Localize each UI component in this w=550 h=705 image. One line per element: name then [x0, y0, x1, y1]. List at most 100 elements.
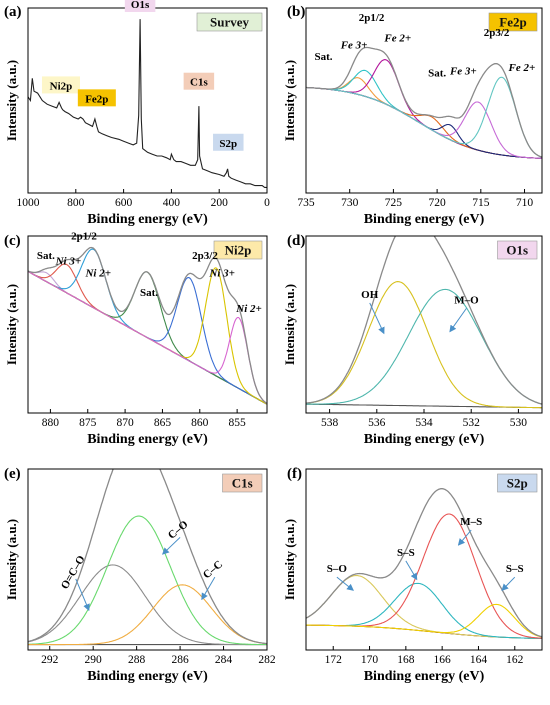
- panel-f: (f) 172 170 168 166 164 162 Binding energy (eV)…: [282, 466, 543, 684]
- x-tick-label: 860: [191, 417, 209, 429]
- x-tick-label: 710: [516, 197, 534, 209]
- x-tick-label: 800: [67, 197, 85, 209]
- x-tick-label: 1000: [17, 197, 40, 209]
- annotation-label: OH: [361, 289, 379, 301]
- x-tick-label: 870: [116, 417, 134, 429]
- badge-label: Fe2p: [499, 15, 526, 30]
- panel-b: (b) 735 730 725 720 715 710 Binding energy (eV)…: [282, 4, 543, 227]
- panel-letter: (b): [287, 4, 305, 20]
- peak-label-box: [183, 72, 215, 90]
- plot-area: [28, 246, 267, 405]
- badge-box: [488, 12, 538, 32]
- annotation-label: Ni 2+: [84, 268, 111, 280]
- x-tick-label: 536: [368, 417, 386, 429]
- x-tick-label: 286: [171, 654, 189, 666]
- annotation-label: Sat.: [428, 67, 446, 79]
- panel-a: (a) 1000 800 600 400 200 0 Binding energy (eV) I…: [4, 0, 270, 227]
- envelope-line: [306, 236, 542, 405]
- badge-box: [213, 240, 263, 260]
- annotation-label: M–S: [460, 516, 482, 528]
- plot-area: [306, 236, 542, 409]
- x-tick-label: 168: [397, 654, 415, 666]
- fit-peak-5: [306, 86, 542, 159]
- annotation-arrow: [369, 302, 385, 335]
- plot-area: [306, 46, 542, 159]
- plot-frame: [305, 235, 543, 414]
- x-tick-label: 0: [264, 197, 270, 209]
- annotation-label: 2p3/2: [192, 250, 218, 262]
- x-tick-label: 164: [470, 654, 488, 666]
- x-tick-label: 170: [361, 654, 379, 666]
- badge-label: Survey: [210, 15, 250, 30]
- fit-peak-6: [306, 86, 542, 159]
- x-tick-label: 715: [472, 197, 490, 209]
- y-axis-label: Intensity (a.u.): [282, 519, 297, 600]
- x-axis-label: Binding energy (eV): [364, 432, 485, 447]
- badge-box: [497, 240, 538, 260]
- badge-box: [196, 12, 263, 32]
- annotation-arrow: [457, 529, 472, 546]
- badge-label: Ni2p: [225, 243, 252, 258]
- fit-peak-3: [306, 513, 542, 639]
- annotation-label: S–S: [506, 563, 524, 575]
- annotation-label: Fe 3+: [340, 40, 368, 52]
- x-tick-label: 735: [297, 197, 315, 209]
- x-tick-label: 288: [128, 654, 146, 666]
- badge-label: O1s: [506, 243, 528, 258]
- x-axis-label: Binding energy (eV): [87, 432, 208, 447]
- badge-box: [222, 473, 263, 493]
- background-line: [306, 86, 542, 159]
- annotation-label: Fe 2+: [383, 32, 411, 44]
- fit-peak-2: [306, 582, 542, 640]
- y-axis-label: Intensity (a.u.): [282, 284, 297, 365]
- annotation-label: Ni 3+: [208, 268, 235, 280]
- y-axis-label: Intensity (a.u.): [4, 60, 19, 141]
- x-tick-label: 875: [79, 417, 97, 429]
- x-tick-label: 534: [415, 417, 433, 429]
- annotation-arrow: [336, 576, 354, 591]
- background-line: [306, 624, 542, 640]
- x-tick-label: 166: [434, 654, 452, 666]
- x-tick-label: 530: [510, 417, 528, 429]
- peak-label-box: [213, 133, 244, 151]
- annotation-label: Sat.: [314, 51, 332, 63]
- annotation-label: 2p1/2: [71, 231, 97, 243]
- plot-area: [306, 488, 542, 640]
- annotation-arrow: [501, 576, 516, 591]
- annotation-label: Ni 2+: [235, 303, 262, 315]
- plot-frame: [305, 7, 543, 194]
- y-axis-label: Intensity (a.u.): [4, 284, 19, 365]
- fit-peak-7: [306, 76, 542, 158]
- annotation-label: O=C–O: [59, 553, 88, 591]
- annotation-label: Ni2p: [50, 80, 73, 92]
- annotation-arrow: [405, 560, 418, 581]
- x-tick-label: 200: [211, 197, 229, 209]
- annotation-label: C1s: [190, 77, 208, 89]
- annotation-arrow: [449, 307, 467, 333]
- peak-label-box: [41, 76, 80, 94]
- fit-peak-2: [28, 515, 267, 646]
- x-axis-label: Binding energy (eV): [87, 212, 208, 227]
- fit-peak-1: [306, 281, 542, 409]
- y-axis-label: Intensity (a.u.): [4, 519, 19, 600]
- y-axis-label: Intensity (a.u.): [282, 60, 297, 141]
- x-tick-label: 284: [215, 654, 233, 666]
- annotation-label: Sat.: [37, 250, 55, 262]
- panel-letter: (e): [4, 466, 21, 482]
- annotation-label: M–O: [454, 294, 479, 306]
- badge-label: C1s: [232, 476, 253, 491]
- x-tick-label: 532: [463, 417, 481, 429]
- envelope-line: [28, 469, 267, 645]
- panel-e: (e) 292 290 288 286 284 282 Binding energy (eV)…: [4, 466, 276, 684]
- x-tick-label: 880: [42, 417, 60, 429]
- panel-letter: (f): [287, 466, 302, 482]
- x-tick-label: 855: [229, 417, 247, 429]
- x-tick-label: 725: [385, 197, 403, 209]
- annotation-label: 2p1/2: [359, 12, 385, 24]
- x-tick-label: 865: [154, 417, 172, 429]
- annotation-label: S2p: [219, 138, 237, 150]
- fit-peak-1: [306, 77, 542, 159]
- x-tick-label: 400: [163, 197, 181, 209]
- annotation-label: O1s: [131, 0, 150, 11]
